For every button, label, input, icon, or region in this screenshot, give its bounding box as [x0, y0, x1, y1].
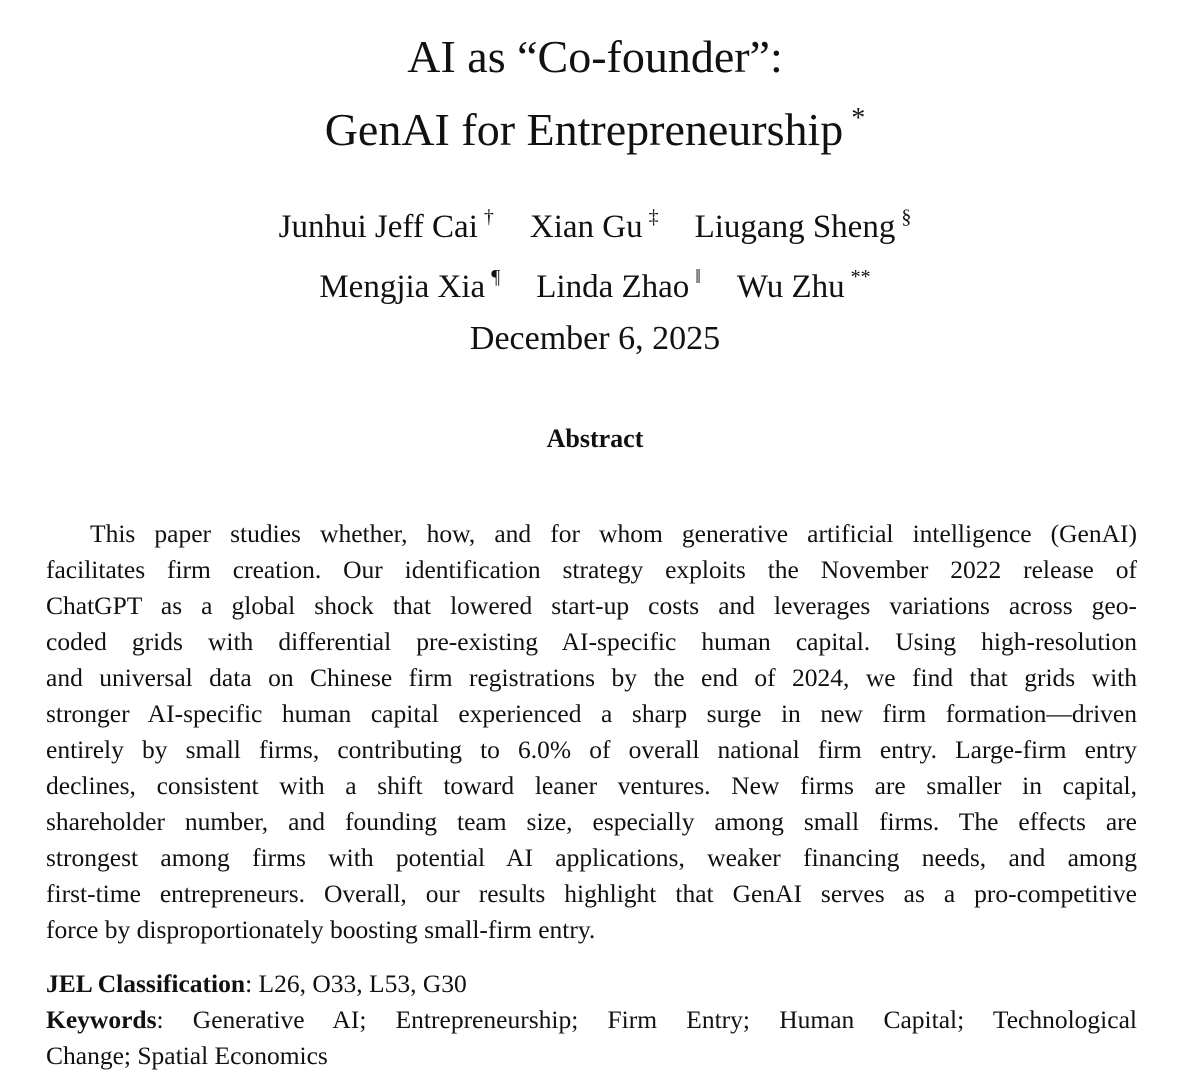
author: Linda Zhao ‖ — [536, 266, 701, 305]
author: Mengjia Xia ¶ — [319, 266, 501, 305]
abstract-line: force by disproportionately boosting sma… — [46, 915, 596, 944]
author-row: Junhui Jeff Cai † Xian Gu ‡ Liugang Sheng § — [0, 192, 1190, 252]
abstract-line: facilitates firm creation. Our identific… — [46, 555, 1137, 584]
author-list: Junhui Jeff Cai † Xian Gu ‡ Liugang Sheng § Me… — [0, 192, 1190, 312]
author: Junhui Jeff Cai † — [278, 206, 494, 245]
keywords: Keywords: Generative AI; Entrepreneurshi… — [46, 1005, 1137, 1070]
abstract-line: and universal data on Chinese firm regis… — [46, 663, 1137, 692]
author: Xian Gu ‡ — [529, 206, 659, 245]
abstract-line: This paper studies whether, how, and for… — [90, 519, 1137, 548]
title-line-2: GenAI for Entrepreneurship * — [324, 103, 866, 155]
author: Wu Zhu ** — [736, 266, 871, 305]
title-line-1: AI as “Co-founder”: — [407, 31, 783, 82]
author-footnote-mark: ¶ — [491, 266, 501, 288]
title-footnote-mark: * — [851, 103, 866, 134]
abstract-line: stronger AI-specific human capital exper… — [46, 699, 1137, 728]
abstract-line: strongest among firms with potential AI … — [46, 843, 1137, 872]
abstract-line: entirely by small firms, contributing to… — [46, 735, 1137, 764]
author-footnote-mark: ‖ — [695, 266, 701, 288]
author: Liugang Sheng § — [694, 206, 912, 245]
abstract-line: ChatGPT as a global shock that lowered s… — [46, 591, 1137, 620]
abstract-heading: Abstract — [546, 424, 644, 453]
paper-title: AI as “Co-founder”: GenAI for Entreprene… — [0, 26, 1190, 161]
jel-classification: JEL Classification: L26, O33, L53, G30 — [46, 969, 467, 998]
abstract-body: This paper studies whether, how, and for… — [46, 516, 1137, 948]
author-row: Mengjia Xia ¶ Linda Zhao ‖ Wu Zhu ** — [0, 252, 1190, 312]
abstract-line: shareholder number, and founding team si… — [46, 807, 1137, 836]
abstract-line: declines, consistent with a shift toward… — [46, 771, 1137, 800]
abstract-line: first-time entrepreneurs. Overall, our r… — [46, 879, 1137, 908]
author-footnote-mark: ** — [850, 266, 871, 288]
paper-date: December 6, 2025 — [469, 320, 721, 357]
author-footnote-mark: § — [901, 206, 912, 228]
abstract-line: coded grids with differential pre-existi… — [46, 627, 1137, 656]
author-footnote-mark: ‡ — [648, 206, 659, 228]
author-footnote-mark: † — [483, 206, 494, 228]
